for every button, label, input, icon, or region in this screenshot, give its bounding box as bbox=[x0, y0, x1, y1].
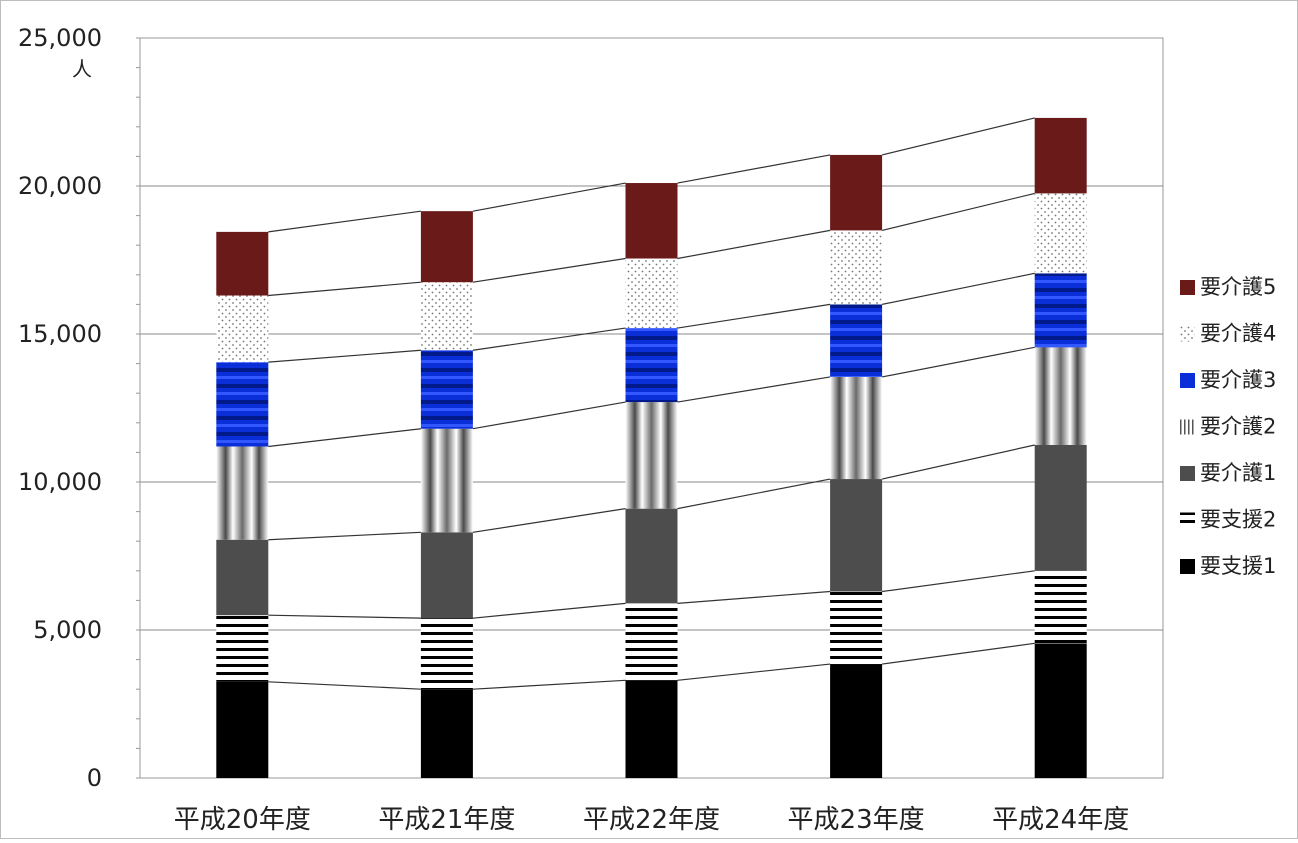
bar-segment-solid bbox=[625, 680, 678, 778]
bar-segment-hstripes bbox=[625, 603, 678, 681]
connector-line bbox=[268, 681, 421, 690]
bar-segment-dots bbox=[830, 230, 883, 305]
connector-line bbox=[881, 272, 1035, 305]
bar-segment-hstripes bbox=[1034, 570, 1087, 644]
connector-line bbox=[472, 602, 626, 619]
connector-line bbox=[472, 401, 626, 430]
bar-segment-solid bbox=[216, 539, 269, 616]
connector-line bbox=[881, 192, 1035, 231]
bar-segment-solid bbox=[830, 664, 883, 778]
legend: 要介護5 要介護4 要介護3 要介護2 要介護1 要支援2 要支援1 bbox=[1180, 275, 1276, 578]
x-tick-label: 平成24年度 bbox=[992, 805, 1129, 835]
connector-line bbox=[268, 428, 421, 448]
bar-segment-solid bbox=[216, 231, 269, 296]
connector-line bbox=[677, 303, 831, 329]
connector-line bbox=[677, 590, 831, 604]
connector-line bbox=[268, 614, 421, 619]
connector-line bbox=[881, 117, 1035, 156]
y-tick-label: 25,000 bbox=[18, 24, 102, 52]
connector-line bbox=[472, 679, 626, 690]
bar-segment-vgradient bbox=[830, 376, 883, 480]
bar-segment-vgradient bbox=[1034, 347, 1087, 445]
y-tick-label: 10,000 bbox=[18, 468, 102, 496]
x-tick-label: 平成22年度 bbox=[583, 805, 720, 835]
bar-segment-solid bbox=[830, 479, 883, 592]
bar-segment-solid bbox=[1034, 445, 1087, 571]
legend-label: 要介護3 bbox=[1200, 368, 1276, 392]
bar-segment-solid bbox=[420, 532, 473, 619]
connector-line bbox=[472, 508, 626, 533]
bar-segment-solid bbox=[420, 689, 473, 778]
legend-swatch bbox=[1180, 512, 1195, 528]
y-tick-label: 20,000 bbox=[18, 172, 102, 200]
bar-segment-vgradient bbox=[625, 402, 678, 509]
legend-label: 要介護4 bbox=[1200, 322, 1276, 346]
bar-segment-vgradient bbox=[420, 428, 473, 533]
bar-segment-hstripes bbox=[420, 618, 473, 690]
bar-segment-solid bbox=[625, 183, 678, 259]
bar-segment-vgradient bbox=[216, 446, 269, 540]
bar-segment-hgradient bbox=[420, 350, 473, 429]
bar-segment-solid bbox=[625, 508, 678, 604]
connector-line bbox=[677, 229, 831, 260]
connector-line bbox=[268, 349, 421, 363]
bar-segment-hgradient bbox=[216, 362, 269, 447]
connector-line bbox=[677, 154, 831, 184]
connector-line bbox=[472, 182, 626, 212]
bar-segment-dots bbox=[1034, 193, 1087, 274]
connector-line bbox=[677, 478, 831, 510]
y-unit-label: 人 bbox=[72, 57, 92, 81]
x-tick-label: 平成20年度 bbox=[174, 805, 311, 835]
legend-label: 要介護2 bbox=[1200, 415, 1276, 439]
bar-segment-solid bbox=[1034, 117, 1087, 194]
bar-segment-dots bbox=[216, 295, 269, 363]
bar-segment-solid bbox=[216, 681, 269, 778]
bar-segment-hstripes bbox=[216, 615, 269, 682]
bar-segment-hgradient bbox=[1034, 273, 1087, 348]
bar-segment-dots bbox=[420, 282, 473, 351]
x-tick-label: 平成21年度 bbox=[378, 805, 515, 835]
connector-line bbox=[882, 642, 1035, 665]
connector-line bbox=[881, 444, 1035, 480]
legend-label: 要支援1 bbox=[1200, 554, 1276, 578]
bar-segment-hgradient bbox=[625, 328, 678, 403]
bar-segment-solid bbox=[1034, 643, 1087, 778]
connector-line bbox=[268, 210, 421, 233]
legend-swatch bbox=[1180, 466, 1195, 481]
bar-segment-hstripes bbox=[830, 591, 883, 665]
legend-label: 要介護1 bbox=[1200, 461, 1276, 485]
legend-label: 要介護5 bbox=[1200, 275, 1276, 299]
bar-segment-hgradient bbox=[830, 304, 883, 377]
y-tick-label: 0 bbox=[87, 764, 102, 792]
legend-label: 要支援2 bbox=[1200, 508, 1276, 532]
connector-line bbox=[882, 570, 1035, 593]
y-tick-label: 5,000 bbox=[33, 616, 102, 644]
connector-line bbox=[677, 663, 831, 681]
connector-line bbox=[677, 376, 831, 403]
connector-lines bbox=[268, 117, 1035, 690]
connector-line bbox=[268, 531, 421, 541]
legend-swatch bbox=[1180, 373, 1195, 388]
legend-swatch bbox=[1180, 280, 1195, 295]
connector-line bbox=[472, 257, 626, 283]
x-tick-label: 平成23年度 bbox=[788, 805, 925, 835]
connector-line bbox=[268, 281, 421, 297]
legend-swatch bbox=[1180, 559, 1195, 574]
connector-line bbox=[881, 346, 1035, 378]
connector-line bbox=[472, 327, 626, 351]
bar-segment-dots bbox=[625, 258, 678, 329]
bar-segment-solid bbox=[420, 211, 473, 283]
bars bbox=[216, 117, 1087, 778]
legend-swatch bbox=[1180, 326, 1195, 342]
y-tick-label: 15,000 bbox=[18, 320, 102, 348]
legend-swatch bbox=[1180, 419, 1195, 435]
bar-segment-solid bbox=[830, 154, 883, 231]
